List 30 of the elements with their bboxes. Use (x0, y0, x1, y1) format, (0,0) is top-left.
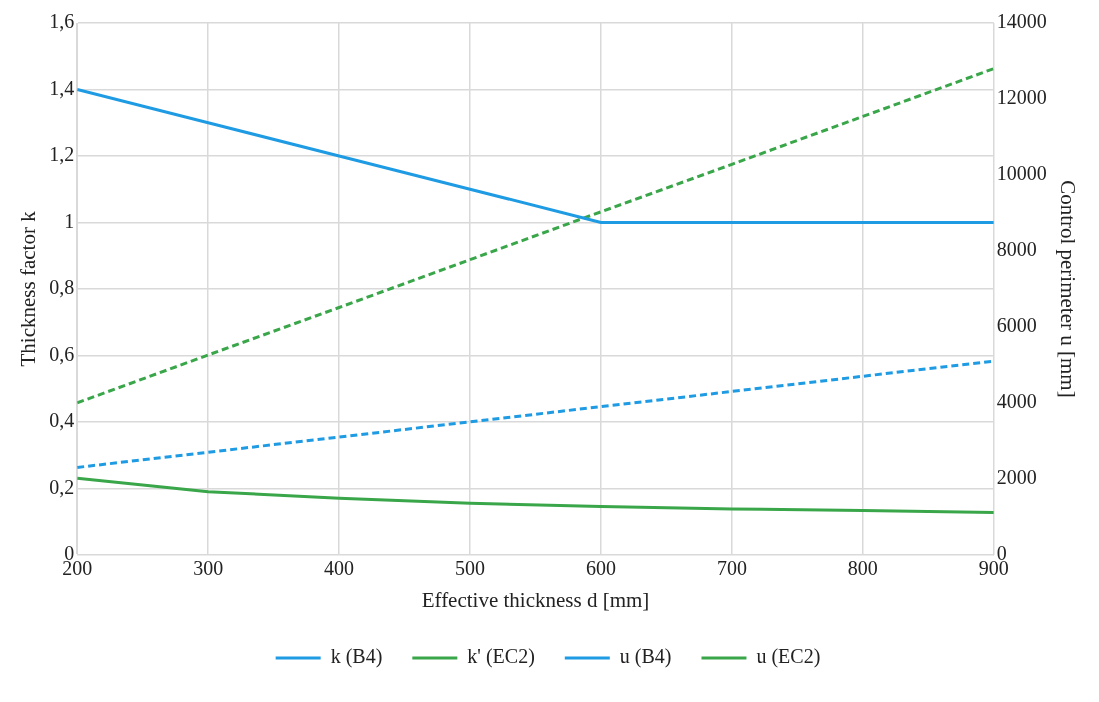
x-tick-label: 400 (324, 557, 355, 580)
y2-tick-label: 4000 (996, 390, 1037, 413)
y-tick-label: 1,2 (49, 143, 75, 166)
line-series (77, 359, 994, 469)
x-axis-title: Effective thickness d [mm] (421, 587, 650, 612)
y2-tick-label: 6000 (996, 314, 1037, 337)
y2-tick-label: 12000 (996, 86, 1047, 109)
legend-label: k' (EC2) (467, 645, 535, 669)
y-tick-label: 0,4 (49, 409, 75, 432)
line-series (77, 67, 994, 405)
x-tick-label: 300 (193, 557, 224, 580)
y-tick-label: 0,2 (49, 475, 75, 498)
x-tick-label: 700 (716, 557, 747, 580)
y2-tick-label: 10000 (996, 162, 1047, 185)
y-tick-label: 1,6 (49, 10, 75, 33)
x-tick-label: 600 (585, 557, 616, 580)
y2-axis-title: Control perimeter u [mm] (1055, 180, 1080, 398)
y-tick-label: 0,6 (49, 342, 75, 365)
y2-tick-label: 2000 (996, 466, 1037, 489)
legend-label: u (B4) (619, 645, 672, 669)
y2-tick-label: 14000 (996, 10, 1047, 33)
y-tick-label: 1,4 (49, 76, 75, 99)
y-tick-label: 1 (64, 209, 75, 232)
legend-label: k (B4) (330, 645, 383, 669)
y-axis-title: Thickness factor k (16, 210, 41, 367)
y2-tick-label: 8000 (996, 238, 1037, 261)
x-tick-label: 500 (455, 557, 486, 580)
y-tick-label: 0,8 (49, 276, 75, 299)
legend-label: u (EC2) (756, 645, 821, 669)
x-tick-label: 800 (847, 557, 878, 580)
